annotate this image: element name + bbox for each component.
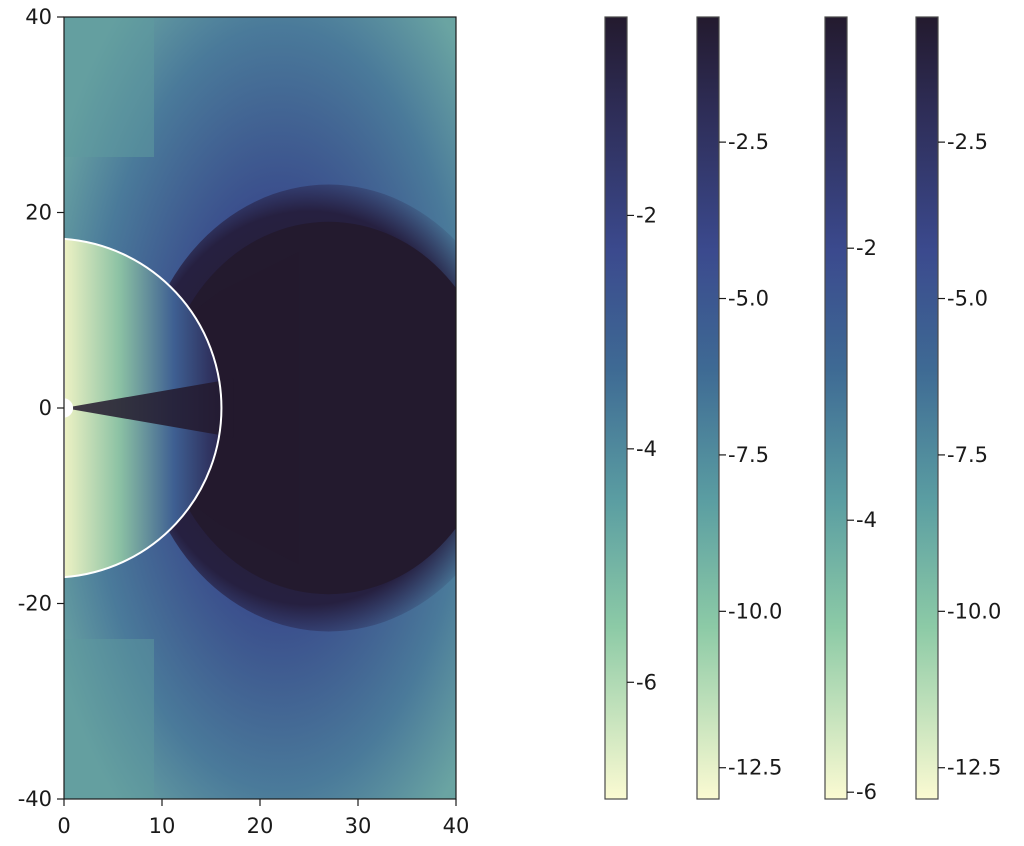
heatmap-plot: [64, 17, 456, 799]
colorbar-gradient: [604, 16, 628, 800]
colorbar-tick-label: -5.0: [947, 287, 988, 311]
x-tick-label: 30: [345, 814, 372, 838]
x-tick-label: 0: [57, 814, 70, 838]
heatmap-central-hole: [64, 398, 74, 418]
colorbar-tick-label: -6: [856, 780, 877, 804]
colorbar-tick-label: -10.0: [728, 599, 782, 623]
y-tick-label: 40: [25, 5, 52, 29]
colorbar-tick-label: -2.5: [728, 130, 769, 154]
colorbar-1: -2 -4 -6: [604, 16, 657, 800]
colorbars: -2 -4 -6 -2.5 -5.0 -7.5 -10.0 -12.5 -2 -4 -6 -2.5 -5…: [604, 16, 1001, 804]
colorbar-gradient: [696, 16, 720, 800]
x-tick-label: 40: [443, 814, 470, 838]
colorbar-tick-label: -7.5: [947, 443, 988, 467]
y-tick-label: -20: [18, 592, 52, 616]
colorbar-tick-label: -12.5: [947, 756, 1001, 780]
colorbar-tick-label: -2.5: [947, 130, 988, 154]
colorbar-tick-label: -7.5: [728, 443, 769, 467]
x-tick-label: 20: [247, 814, 274, 838]
colorbar-tick-label: -10.0: [947, 599, 1001, 623]
y-tick-label: 20: [25, 201, 52, 225]
heatmap-inner-jet: [64, 378, 234, 438]
heatmap-corner-top: [64, 17, 154, 157]
y-tick-label: -40: [18, 787, 52, 811]
colorbar-tick-label: -4: [636, 437, 657, 461]
x-tick-label: 10: [149, 814, 176, 838]
heatmap-boundary-arc: [64, 237, 223, 579]
heatmap-corner-bottom: [64, 639, 154, 799]
colorbar-2: -2.5 -5.0 -7.5 -10.0 -12.5: [696, 16, 782, 800]
colorbar-gradient: [915, 16, 939, 800]
colorbar-tick-label: -4: [856, 508, 877, 532]
colorbar-4: -2.5 -5.0 -7.5 -10.0 -12.5: [915, 16, 1001, 800]
colorbar-gradient: [824, 16, 848, 800]
y-tick-label: 0: [39, 396, 52, 420]
colorbar-tick-label: -6: [636, 670, 657, 694]
colorbar-tick-label: -2: [636, 203, 657, 227]
colorbar-3: -2 -4 -6: [824, 16, 877, 804]
colorbar-tick-label: -5.0: [728, 287, 769, 311]
heatmap-axes: 0 10 20 30 40 40 20 0 -20 -40: [18, 5, 470, 838]
colorbar-tick-label: -2: [856, 236, 877, 260]
colorbar-tick-label: -12.5: [728, 756, 782, 780]
